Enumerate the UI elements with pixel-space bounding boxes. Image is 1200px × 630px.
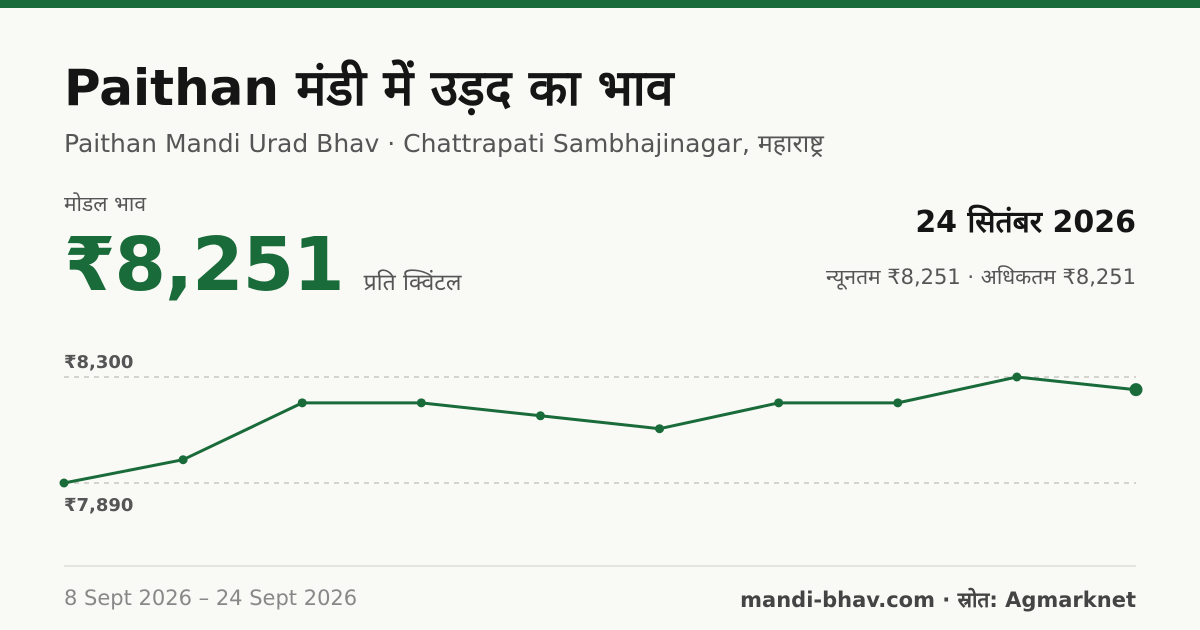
price-point [535, 411, 545, 421]
modal-price-value: ₹8,251 [64, 222, 345, 308]
price-point [893, 398, 903, 408]
price-point [416, 398, 426, 408]
y-tick-label-min: ₹7,890 [64, 495, 133, 516]
price-point [774, 398, 784, 408]
price-series-line [62, 375, 1138, 485]
footer-divider [64, 565, 1136, 567]
price-point [178, 455, 188, 465]
data-points [59, 372, 1143, 488]
modal-price-label: मोडल भाव [64, 192, 147, 216]
price-line-chart: ₹8,300 ₹7,890 [59, 352, 1143, 516]
price-point [655, 424, 665, 434]
top-accent-bar [0, 0, 1200, 8]
price-unit: प्रति क्विंटल [363, 270, 462, 296]
latest-price-point [1129, 383, 1143, 397]
min-max-price: न्यूनतम ₹8,251 · अधिकतम ₹8,251 [826, 265, 1136, 289]
page-title: Paithan मंडी में उड़द का भाव [64, 59, 674, 117]
price-date: 24 सितंबर 2026 [915, 205, 1136, 240]
source-credit: mandi-bhav.com · स्रोत: Agmarknet [740, 588, 1136, 612]
price-point [1012, 372, 1022, 382]
date-range: 8 Sept 2026 – 24 Sept 2026 [64, 586, 358, 610]
y-tick-label-max: ₹8,300 [64, 352, 133, 373]
price-row: ₹8,251 प्रति क्विंटल [64, 222, 462, 308]
page-subtitle: Paithan Mandi Urad Bhav · Chattrapati Sa… [64, 129, 824, 158]
price-point [297, 398, 307, 408]
price-point [59, 478, 69, 488]
